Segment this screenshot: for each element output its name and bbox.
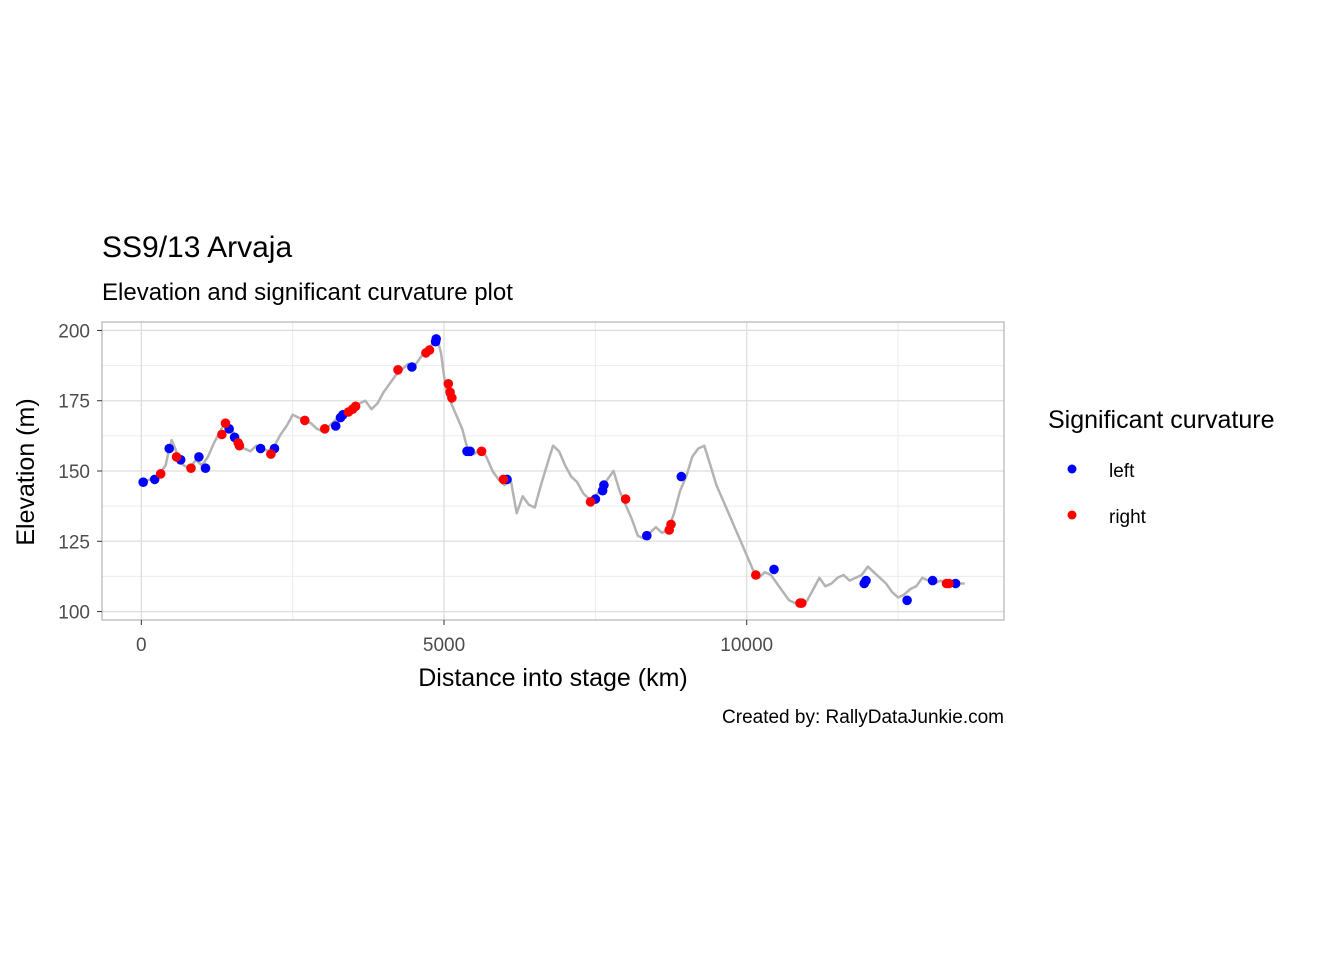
curvature-point-right xyxy=(155,469,166,479)
legend-key-left xyxy=(1067,464,1077,474)
y-tick-label: 125 xyxy=(58,532,90,553)
curvature-point-right xyxy=(498,474,509,485)
curvature-point-left xyxy=(769,564,779,575)
curvature-point-right xyxy=(171,452,182,462)
y-tick-label: 150 xyxy=(58,462,90,483)
legend-key-right xyxy=(1067,510,1077,520)
x-tick-label: 5000 xyxy=(423,635,465,656)
y-axis-ticks: 100 125 150 175 200 xyxy=(58,321,102,624)
curvature-point-right xyxy=(320,424,330,434)
curvature-point-left xyxy=(255,443,266,454)
chart-title: SS9/13 Arvaja xyxy=(102,231,292,264)
curvature-point-left xyxy=(950,578,961,589)
curvature-point-left xyxy=(330,421,341,431)
curvature-point-left xyxy=(149,474,160,485)
curvature-point-right xyxy=(300,415,310,426)
curvature-point-left xyxy=(902,595,912,606)
curvature-point-left xyxy=(465,446,475,457)
x-tick-label: 10000 xyxy=(720,635,773,656)
curvature-point-right xyxy=(666,519,676,530)
curvature-point-right xyxy=(217,429,227,440)
elevation-profile-line xyxy=(140,337,965,608)
curvature-point-right xyxy=(350,401,361,412)
y-tick-label: 175 xyxy=(58,392,90,413)
minor-gridlines xyxy=(102,322,1004,620)
legend: Significant curvature left right xyxy=(1048,406,1275,528)
curvature-point-right xyxy=(476,446,487,457)
curvature-point-right xyxy=(424,345,435,355)
curvature-point-right xyxy=(585,497,596,507)
curvature-point-left xyxy=(138,477,148,488)
curvature-point-left xyxy=(642,530,652,541)
curvature-point-right xyxy=(447,393,457,403)
curvature-point-left xyxy=(927,575,938,586)
curvature-point-left xyxy=(164,443,174,454)
curvature-point-right xyxy=(186,463,196,474)
curvature-point-right xyxy=(944,578,954,589)
y-tick-label: 200 xyxy=(58,321,90,342)
curvature-point-right xyxy=(393,365,403,375)
curvature-point-left xyxy=(194,452,204,462)
curvature-point-left xyxy=(599,480,609,490)
major-gridlines xyxy=(102,322,1004,620)
legend-title: Significant curvature xyxy=(1048,406,1275,434)
curvature-point-right xyxy=(751,570,761,580)
curvature-point-right xyxy=(220,418,231,429)
legend-label-right: right xyxy=(1109,507,1147,528)
x-axis-label: Distance into stage (km) xyxy=(418,664,688,692)
curvature-point-left xyxy=(676,471,687,482)
curvature-point-right xyxy=(443,379,454,389)
y-axis-label: Elevation (m) xyxy=(12,398,40,545)
x-axis-ticks: 0 5000 10000 xyxy=(136,620,773,656)
chart-subtitle: Elevation and significant curvature plot xyxy=(102,279,513,306)
curvature-point-right xyxy=(620,494,631,504)
curvature-points xyxy=(138,334,961,608)
curvature-point-right xyxy=(797,598,807,608)
curvature-point-left xyxy=(861,575,871,586)
legend-label-left: left xyxy=(1109,461,1135,482)
curvature-point-left xyxy=(407,362,417,372)
curvature-point-right xyxy=(266,449,276,459)
x-tick-label: 0 xyxy=(136,635,147,656)
y-tick-label: 100 xyxy=(58,603,90,624)
curvature-point-left xyxy=(431,334,442,344)
curvature-point-right xyxy=(234,440,245,451)
curvature-point-left xyxy=(200,463,211,474)
chart-caption: Created by: RallyDataJunkie.com xyxy=(722,707,1004,728)
